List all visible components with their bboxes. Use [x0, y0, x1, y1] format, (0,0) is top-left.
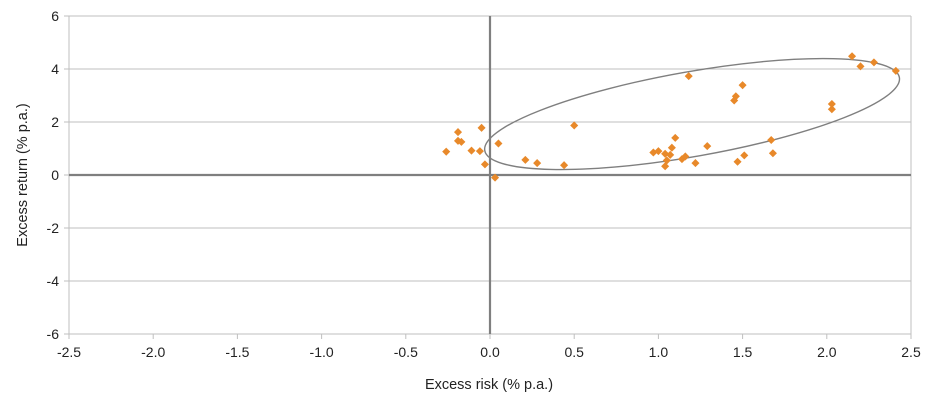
data-point — [475, 147, 484, 156]
data-point — [731, 92, 740, 101]
x-tick-label: 0.0 — [480, 344, 500, 360]
y-tick-label: 4 — [51, 61, 59, 77]
data-point — [467, 146, 476, 155]
x-tick-label: -2.5 — [57, 344, 81, 360]
x-tick-label: 0.5 — [564, 344, 584, 360]
y-tick-label: -4 — [47, 273, 60, 289]
data-point — [671, 133, 680, 142]
data-point — [442, 147, 451, 156]
data-point — [521, 155, 530, 164]
data-point — [477, 123, 486, 132]
data-point — [891, 66, 900, 75]
data-point — [662, 156, 671, 165]
ellipse-annotation — [483, 57, 901, 171]
x-tick-label: -1.0 — [310, 344, 334, 360]
data-point — [480, 160, 489, 169]
data-point — [733, 157, 742, 166]
x-tick-label: -1.5 — [225, 344, 249, 360]
x-tick-label: 1.0 — [649, 344, 669, 360]
data-point — [738, 81, 747, 90]
y-tick-label: 0 — [51, 167, 59, 183]
data-point — [740, 151, 749, 160]
data-point — [684, 72, 693, 81]
data-point — [666, 150, 675, 159]
x-tick-label: 2.5 — [901, 344, 921, 360]
data-point — [457, 137, 466, 146]
data-point — [848, 52, 857, 61]
data-point — [533, 159, 542, 168]
x-tick-label: 2.0 — [817, 344, 837, 360]
data-point — [491, 173, 500, 182]
x-axis-title: Excess risk (% p.a.) — [425, 377, 553, 393]
y-tick-label: 6 — [51, 8, 59, 24]
data-point — [453, 128, 463, 137]
x-tick-label: 1.5 — [733, 344, 753, 360]
data-point — [767, 135, 776, 145]
data-point — [691, 159, 700, 168]
data-point — [667, 143, 676, 152]
data-point — [661, 162, 670, 171]
axes — [64, 15, 912, 339]
data-point — [654, 147, 663, 156]
x-tick-label: -0.5 — [394, 344, 418, 360]
y-tick-label: 2 — [51, 114, 59, 130]
data-point — [768, 149, 777, 158]
data-point — [681, 152, 690, 161]
x-tick-label: -2.0 — [141, 344, 165, 360]
data-point — [856, 62, 865, 71]
data-point — [869, 58, 878, 67]
data-point — [827, 105, 836, 114]
data-point — [494, 139, 503, 148]
tick-labels: -2.5 -2.0 -1.5 -1.0 -0.5 0.0 0.5 1.0 1.5 2.0 2.5 -6… — [47, 8, 921, 360]
y-tick-label: -6 — [47, 326, 60, 342]
y-tick-label: -2 — [47, 220, 60, 236]
cluster-ellipse — [483, 57, 901, 171]
data-point — [560, 161, 569, 170]
data-point — [570, 121, 579, 130]
data-points — [442, 52, 900, 182]
data-point — [661, 149, 670, 158]
data-point — [703, 142, 712, 151]
y-axis-title: Excess return (% p.a.) — [15, 103, 31, 246]
